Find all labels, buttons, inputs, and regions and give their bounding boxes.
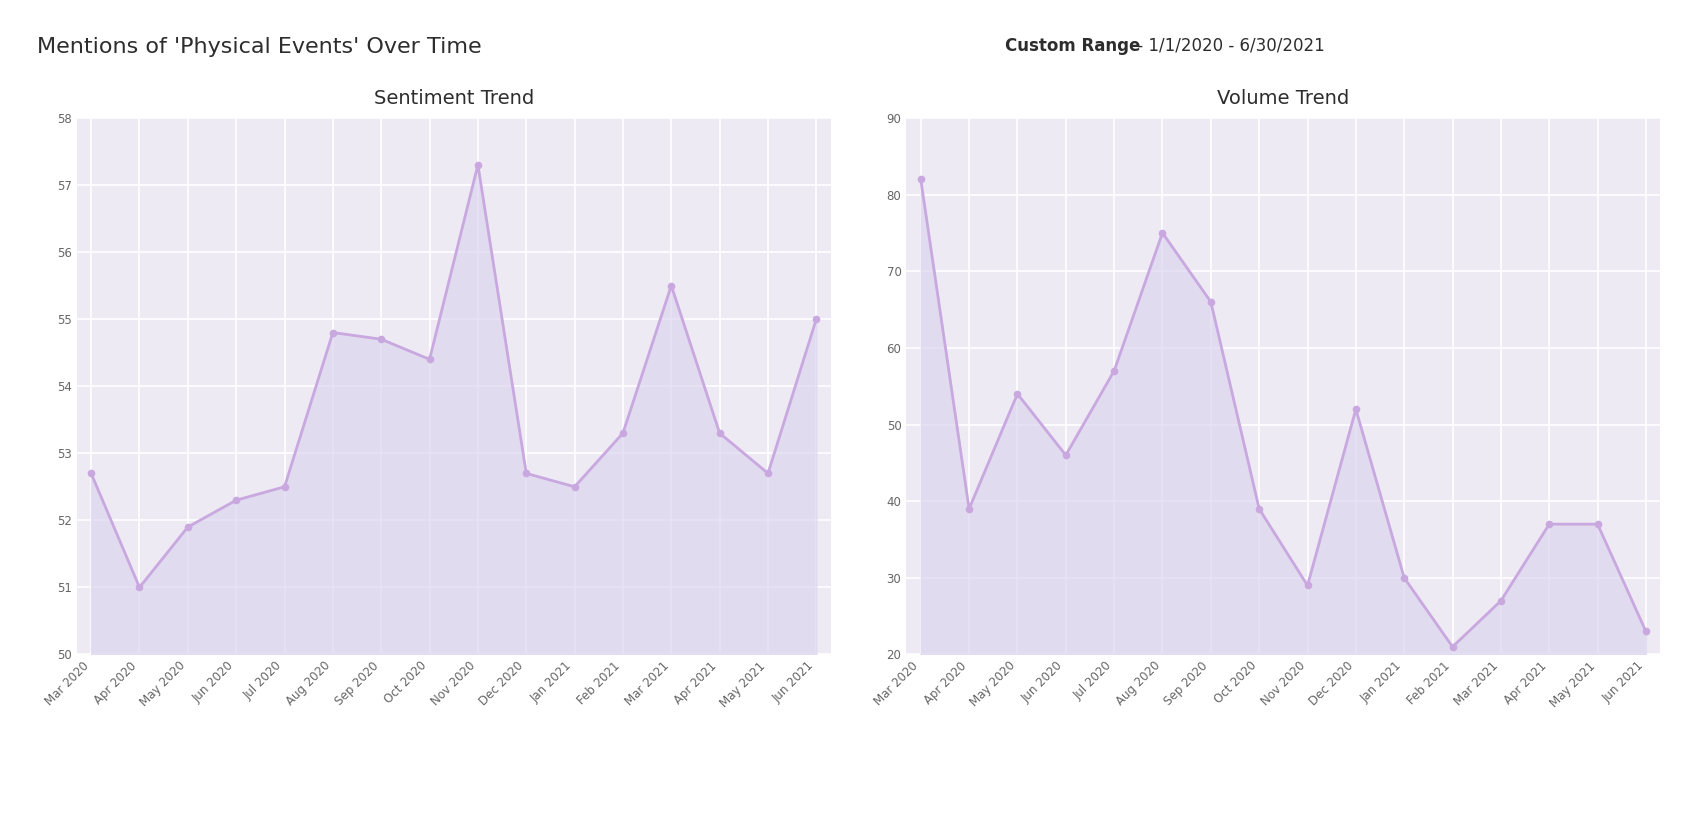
- Legend: In-Person Events: In-Person Events: [380, 811, 528, 813]
- Text: Custom Range: Custom Range: [1005, 37, 1139, 54]
- Text: - 1/1/2020 - 6/30/2021: - 1/1/2020 - 6/30/2021: [1132, 37, 1325, 54]
- Title: Volume Trend: Volume Trend: [1218, 89, 1349, 108]
- Legend: In-Person Events: In-Person Events: [1209, 811, 1357, 813]
- Text: Mentions of 'Physical Events' Over Time: Mentions of 'Physical Events' Over Time: [37, 37, 482, 57]
- Title: Sentiment Trend: Sentiment Trend: [373, 89, 533, 108]
